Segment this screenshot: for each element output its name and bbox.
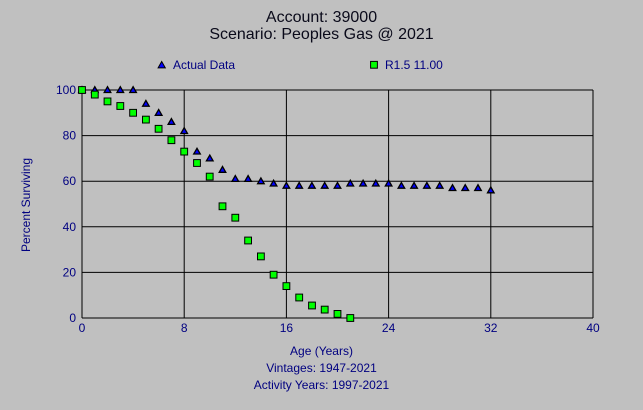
- svg-text:40: 40: [63, 220, 77, 234]
- svg-text:20: 20: [63, 265, 77, 279]
- svg-text:40: 40: [586, 321, 600, 335]
- svg-text:0: 0: [69, 311, 76, 325]
- svg-text:32: 32: [484, 321, 498, 335]
- svg-text:60: 60: [63, 174, 77, 188]
- svg-text:80: 80: [63, 129, 77, 143]
- svg-text:0: 0: [79, 321, 86, 335]
- svg-text:8: 8: [181, 321, 188, 335]
- svg-text:16: 16: [280, 321, 294, 335]
- svg-text:24: 24: [382, 321, 396, 335]
- svg-text:Percent Surviving: Percent Surviving: [19, 158, 33, 252]
- svg-text:100: 100: [56, 83, 76, 97]
